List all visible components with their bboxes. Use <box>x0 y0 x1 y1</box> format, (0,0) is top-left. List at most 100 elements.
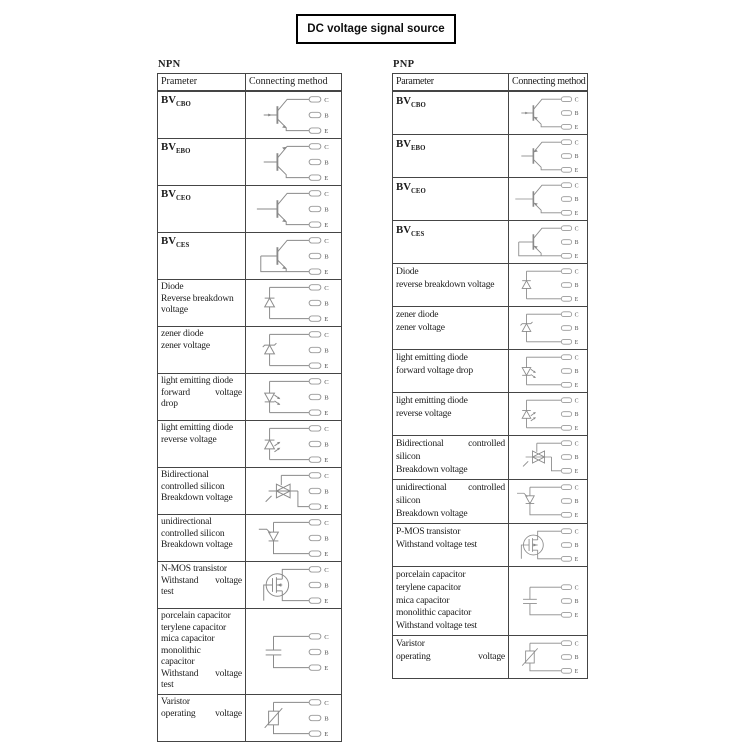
terminal-label: C <box>324 238 329 245</box>
parameter-line: operating voltage <box>161 709 244 721</box>
connecting-method-cell: C B E <box>508 349 588 393</box>
connecting-method-cell: C B E <box>245 607 342 696</box>
parameter-line: Diode <box>161 282 184 292</box>
varistor-diagram: C B E <box>521 640 579 675</box>
terminal-label: B <box>575 154 579 160</box>
parameter-line: controlled silicon <box>161 481 225 492</box>
parameter-line: reverse voltage <box>161 434 217 445</box>
table-row: Bidirectional controlled silicon Breakdown … <box>392 435 588 480</box>
varistor-diagram: C B E <box>263 699 329 738</box>
table-row: BVEBO C B E <box>157 138 342 186</box>
bjt-npn-ebo-diagram: C B E <box>263 143 329 182</box>
terminal-pad <box>560 282 573 288</box>
terminal-pad <box>560 196 573 202</box>
parameter-label: BV <box>161 235 176 247</box>
parameter-line: porcelain capacitor <box>396 568 466 580</box>
terminal-pad <box>560 541 573 548</box>
terminal-label: E <box>324 269 328 276</box>
terminal-label: E <box>324 731 328 738</box>
bjt-npn-ceo-diagram: C B E <box>256 190 329 229</box>
terminal-label: B <box>575 456 579 462</box>
parameter-line: unidirectional controlled <box>396 482 507 495</box>
table-row: BVCES C B E <box>157 232 342 280</box>
parameter-subscript: CEO <box>176 194 191 202</box>
terminal-pad <box>560 123 573 130</box>
parameter-line: Reverse breakdown <box>161 293 234 304</box>
parameter-line: BVCES <box>396 223 507 239</box>
table-row: N-MOS transistor Withstand voltage test C B E <box>157 561 342 609</box>
parameter-cell: BVCBO <box>392 90 509 135</box>
table-row: porcelain capacitor terylene capacitor mic… <box>392 565 588 637</box>
table-row: BVEBO C B E <box>392 134 588 178</box>
terminal-pad <box>308 237 321 244</box>
parameter-label: BV <box>161 188 176 200</box>
scr-diagram: C B E <box>517 484 579 519</box>
terminal-pad <box>560 252 573 259</box>
terminal-pad <box>560 584 573 590</box>
terminal-label: E <box>324 316 328 323</box>
parameter-cell: porcelain capacitor terylene capacitor mic… <box>157 607 246 696</box>
parameter-word: voltage <box>215 575 242 586</box>
terminal-pad <box>560 166 573 173</box>
terminal-label: C <box>324 379 329 386</box>
terminal-pad <box>560 225 573 232</box>
parameter-line: test <box>161 587 174 598</box>
parameter-line: light emitting diode <box>396 352 468 363</box>
parameter-line: Varistor <box>161 697 190 708</box>
table-row: BVCEO C B E <box>157 185 342 233</box>
bjt-pnp-cbo-diagram: C B E <box>521 96 579 131</box>
parameter-line: Breakdown voltage <box>161 540 233 551</box>
parameter-label: BV <box>396 224 411 236</box>
terminal-label: E <box>324 222 328 229</box>
connecting-method-cell: C B E <box>508 435 588 480</box>
parameter-subscript: EBO <box>176 147 191 155</box>
parameter-word: controlled <box>468 481 505 493</box>
page-title: DC voltage signal source <box>296 14 456 44</box>
parameter-cell: BVEBO <box>157 138 246 186</box>
triac-diagram: C B E <box>264 472 329 511</box>
terminal-label: C <box>324 633 329 640</box>
parameter-cell: BVCES <box>157 232 246 280</box>
terminal-label: C <box>324 520 329 527</box>
terminal-pad <box>308 648 321 655</box>
connecting-method-header: Connecting method <box>508 73 588 92</box>
terminal-label: C <box>575 398 579 404</box>
terminal-label: B <box>324 301 329 308</box>
pnp-label: PNP <box>393 59 415 70</box>
terminal-pad <box>560 484 573 491</box>
table-row: Bidirectional controlled silicon Breakdown… <box>157 467 342 515</box>
parameter-line: voltage <box>161 305 188 316</box>
parameter-line: P-MOS transistor <box>396 525 461 537</box>
table-row: unidirectional controlled silicon Breakdow… <box>157 514 342 562</box>
zener-diagram: C B E <box>520 311 579 346</box>
terminal-pad <box>308 158 321 166</box>
table-row: Varistor operating voltage C B E <box>392 635 588 680</box>
parameter-word: unidirectional <box>396 481 447 493</box>
parameter-line: BVEBO <box>396 137 507 153</box>
table-row: light emitting diode forward voltage drop C… <box>157 373 342 421</box>
terminal-label: C <box>324 700 329 707</box>
terminal-label: E <box>324 504 328 511</box>
connecting-method-cell: C B E <box>508 392 588 436</box>
terminal-label: C <box>575 226 579 232</box>
parameter-line: Breakdown voltage <box>396 463 468 475</box>
parameter-line: zener diode <box>396 309 439 320</box>
terminal-pad <box>308 409 321 416</box>
connecting-method-cell: C B E <box>245 326 342 374</box>
terminal-label: E <box>575 513 579 519</box>
parameter-line: Withstand voltage <box>161 669 244 681</box>
terminal-pad <box>308 268 321 275</box>
zener-diagram: C B E <box>261 331 329 370</box>
terminal-pad <box>560 96 573 103</box>
terminal-label: E <box>575 426 579 432</box>
parameter-label: BV <box>161 94 176 106</box>
terminal-pad <box>308 566 321 573</box>
header-row: Prameter Connecting method <box>157 73 342 92</box>
terminal-pad <box>308 581 321 589</box>
parameter-line: Diode <box>396 266 419 277</box>
terminal-pad <box>560 654 573 661</box>
terminal-pad <box>308 111 321 119</box>
parameter-line: BVCBO <box>161 94 244 109</box>
terminal-label: C <box>575 642 579 648</box>
